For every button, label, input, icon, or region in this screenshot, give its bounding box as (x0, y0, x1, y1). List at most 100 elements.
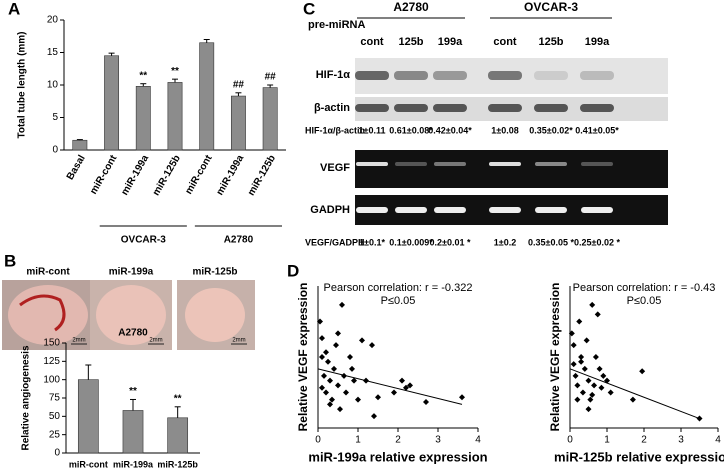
x-tick-label: miR-125b (151, 153, 183, 197)
y-axis-label: Total tube length (mm) (17, 31, 28, 138)
panel-label: C (303, 0, 315, 18)
scale-label: 2mm (149, 338, 162, 344)
x-axis-label: miR-199a relative expression (308, 449, 487, 464)
embryo (8, 285, 88, 345)
row-label: GADPH (310, 204, 350, 216)
y-tick-label: 10 (47, 80, 59, 91)
band (395, 162, 427, 166)
bar (199, 42, 215, 151)
point (403, 384, 409, 391)
point (337, 406, 343, 413)
y-tick-label: 150 (43, 338, 60, 349)
point (596, 365, 603, 372)
point (335, 382, 341, 389)
point (369, 342, 375, 349)
y-tick-label: 50 (49, 411, 61, 422)
band (356, 162, 388, 166)
point (359, 337, 365, 344)
point (335, 330, 341, 337)
quant-value: 1±0.08 (491, 125, 518, 135)
point (574, 382, 581, 389)
scale-label: 2mm (232, 338, 245, 344)
bar (77, 379, 99, 454)
significance: ## (265, 72, 277, 83)
y-tick-label: 75 (49, 393, 61, 404)
x-tick-label: 3 (435, 435, 441, 446)
panel-label: D (287, 261, 299, 280)
error-bar (85, 364, 92, 380)
x-tick-label: miR-199a (119, 153, 151, 197)
point (423, 398, 429, 405)
photo-label: miR-125b (192, 267, 237, 278)
point (576, 318, 583, 325)
error-bar (172, 78, 178, 83)
lane-label: cont (493, 36, 517, 48)
quant-value: 0.42±0.04* (428, 125, 472, 135)
x-tick-label: miR-cont (88, 153, 120, 197)
point (587, 396, 594, 403)
point (598, 384, 605, 391)
bar (135, 86, 151, 151)
point (578, 358, 585, 365)
y-tick-label: 100 (43, 374, 60, 385)
significance: ** (139, 70, 147, 81)
point (578, 354, 585, 360)
point (321, 372, 327, 379)
lane-label: 125b (398, 36, 423, 48)
annotation: P≤0.05 (381, 295, 416, 307)
band (535, 162, 567, 166)
point (572, 372, 579, 379)
error-bar (235, 92, 242, 97)
y-tick-label: 15 (47, 47, 59, 58)
row-label: VEGF (320, 162, 350, 174)
bar (104, 55, 120, 151)
significance: ** (174, 393, 182, 404)
point (568, 330, 575, 337)
x-tick-label: miR-199a (113, 459, 154, 469)
point (349, 365, 355, 372)
photo-label: miR-cont (26, 267, 70, 278)
band (580, 104, 614, 112)
blot-header: pre-miRNA (308, 19, 366, 31)
point (339, 301, 345, 308)
point (594, 311, 601, 318)
band (355, 71, 389, 80)
point (333, 342, 339, 349)
lane-label: cont (360, 36, 384, 48)
y-tick-label: 5 (52, 112, 58, 123)
lane-label: 125b (538, 36, 563, 48)
blot-vegf (355, 150, 668, 188)
row-label: β-actin (314, 102, 350, 114)
band (489, 162, 521, 166)
band (434, 207, 466, 213)
point (607, 389, 614, 396)
annotation: Pearson correlation: r = -0.43 (573, 282, 716, 294)
band (395, 207, 427, 213)
bar (72, 139, 88, 151)
error-bar (130, 398, 136, 411)
x-tick-label: 0 (315, 435, 321, 446)
point (391, 389, 397, 396)
quant-value: 1±0.11 (359, 125, 386, 135)
group-label: OVCAR-3 (524, 0, 578, 14)
x-tick-label: 2 (395, 435, 401, 446)
point (319, 354, 325, 360)
x-tick-label: 3 (678, 435, 684, 446)
annotation: P≤0.05 (627, 295, 662, 307)
chart-title: A2780 (118, 328, 148, 339)
quant-value: 0.25±0.02 * (574, 237, 620, 247)
band (488, 71, 522, 80)
y-tick-label: 25 (49, 429, 61, 440)
error-bar (267, 84, 274, 88)
point (329, 396, 335, 403)
point (323, 389, 329, 396)
point (371, 413, 377, 420)
point (570, 342, 577, 349)
point (375, 394, 381, 401)
point (407, 382, 413, 389)
band (488, 104, 522, 112)
point (399, 377, 405, 384)
point (574, 396, 581, 403)
group-label: A2780 (224, 235, 254, 246)
